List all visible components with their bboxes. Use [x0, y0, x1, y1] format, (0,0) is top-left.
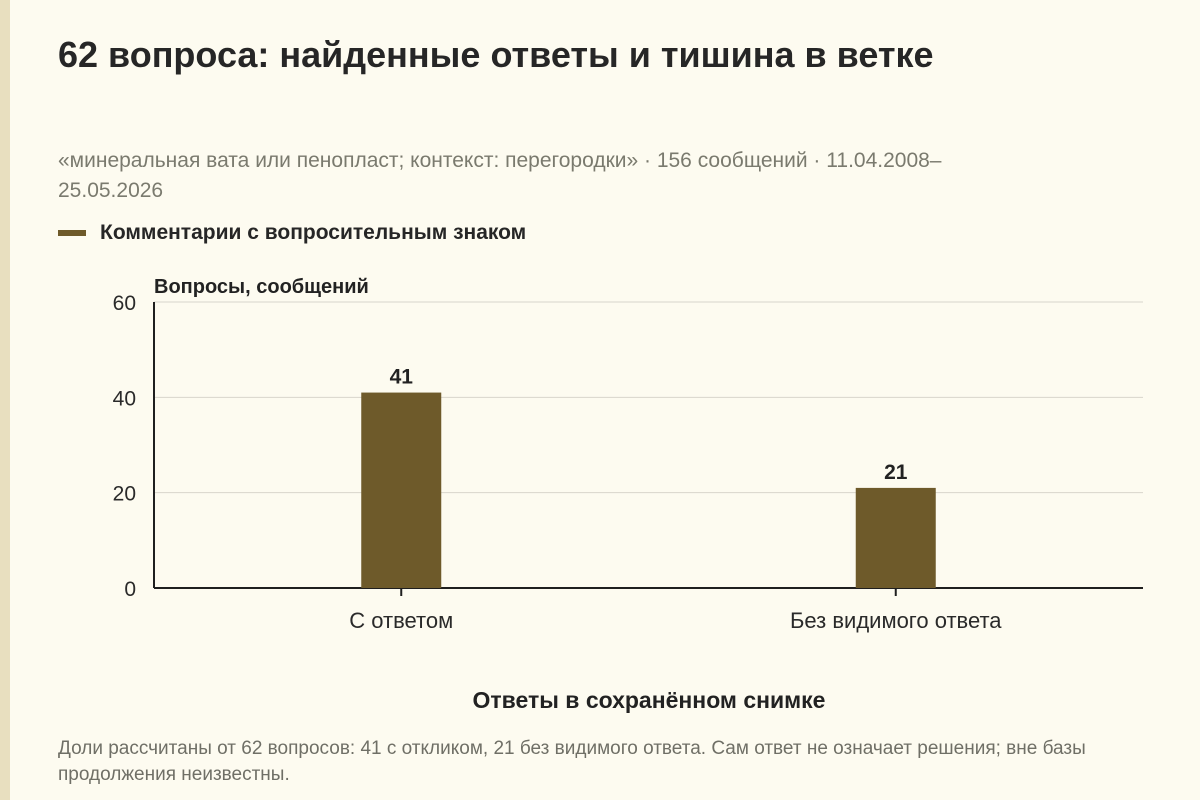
y-tick-label: 0 — [124, 578, 136, 601]
legend-swatch — [58, 230, 86, 236]
left-accent-stripe — [0, 0, 10, 800]
footnote: Доли рассчитаны от 62 вопросов: 41 с отк… — [58, 738, 1086, 785]
y-tick-label: 20 — [113, 483, 136, 506]
bar-2 — [855, 487, 936, 588]
y-axis-label: Вопросы, сообщений — [154, 276, 369, 298]
bar-1 — [361, 392, 442, 588]
legend-label: Комментарии с вопросительным знаком — [100, 221, 527, 244]
x-axis-label: Ответы в сохранённом снимке — [473, 687, 826, 713]
y-tick-label: 60 — [113, 292, 136, 315]
bar-value-label: 21 — [884, 461, 908, 484]
y-tick-label: 40 — [113, 387, 136, 410]
chart-legend: Комментарии с вопросительным знаком — [58, 219, 526, 247]
page-subtitle: «минеральная вата или пенопласт; контекс… — [58, 149, 942, 202]
page-title: 62 вопроса: найденные ответы и тишина в … — [58, 34, 934, 75]
x-tick-label: Без видимого ответа — [790, 608, 1002, 633]
x-tick-label: С ответом — [349, 608, 453, 633]
bar-value-label: 41 — [390, 366, 414, 389]
